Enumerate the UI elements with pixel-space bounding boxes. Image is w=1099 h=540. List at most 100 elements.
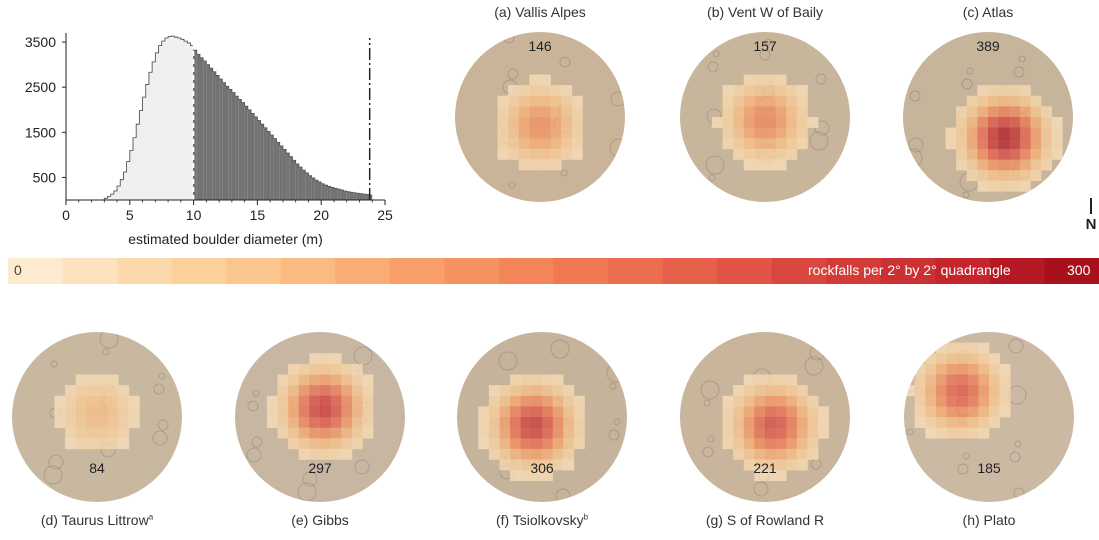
heat-cell <box>86 374 98 386</box>
panel-taurus-littrow: 84 (d) Taurus Littrowa <box>12 332 182 532</box>
heat-cell <box>754 127 766 139</box>
heat-cell <box>362 427 374 439</box>
crater-mark <box>1014 440 1022 448</box>
heat-cell <box>341 438 353 450</box>
heat-cell <box>520 438 532 450</box>
heat-cell <box>341 406 353 418</box>
heat-cell <box>977 95 989 107</box>
histogram-bar <box>222 82 226 200</box>
heat-cell <box>966 159 978 171</box>
colorbar <box>8 258 1099 284</box>
rockfall-count: 297 <box>308 460 332 476</box>
heat-cell <box>1030 170 1042 182</box>
heat-cell <box>309 363 321 375</box>
heat-cell <box>754 438 766 450</box>
crater-mark <box>508 181 516 189</box>
histogram-bar <box>337 189 341 200</box>
heat-cell <box>733 127 745 139</box>
heat-cell <box>786 385 798 397</box>
heat-cell <box>765 138 776 150</box>
heat-cell <box>807 406 819 418</box>
heat-cell <box>65 427 77 439</box>
heat-cell <box>775 427 787 439</box>
heat-cell <box>362 385 374 397</box>
heat-cell <box>722 127 734 139</box>
heatmap-disk <box>457 332 627 502</box>
heat-cell <box>925 427 937 439</box>
heatmap-disk <box>904 332 1074 502</box>
heat-cell <box>508 95 520 107</box>
heat-cell <box>818 427 830 439</box>
heat-cell <box>531 459 543 471</box>
heat-cell <box>107 406 119 418</box>
heat-cell <box>1009 148 1021 160</box>
heat-cell <box>733 448 745 460</box>
histogram-outline <box>103 35 194 200</box>
heat-cell <box>978 417 990 428</box>
y-tick-label: 500 <box>33 169 57 185</box>
heat-cell <box>754 448 766 460</box>
colorbar-step <box>498 258 554 284</box>
colorbar-step <box>280 258 336 284</box>
heat-cell <box>722 106 734 118</box>
heat-cell <box>510 459 522 471</box>
heat-cell <box>796 438 808 450</box>
heat-cell <box>925 363 937 375</box>
heat-cell <box>743 385 755 397</box>
rockfall-count: 185 <box>977 460 1001 476</box>
heat-cell <box>86 406 98 418</box>
crater-mark <box>43 465 63 485</box>
heat-cell <box>977 159 989 171</box>
heat-cell <box>508 117 520 128</box>
heat-cell <box>563 417 575 428</box>
heat-cell <box>309 353 321 365</box>
heat-cell <box>488 385 500 397</box>
heat-cell <box>298 395 310 407</box>
heat-cell <box>520 427 532 439</box>
histogram-bar <box>369 195 373 200</box>
heat-cell <box>998 95 1010 107</box>
heat-cell <box>722 417 734 428</box>
heat-cell <box>722 395 734 407</box>
x-tick-label: 25 <box>377 207 393 223</box>
heat-cell <box>722 95 734 107</box>
panel-title: (c) Atlas <box>962 4 1014 20</box>
histogram-bar <box>132 137 137 200</box>
heat-cell <box>86 417 98 428</box>
crater-mark <box>816 186 824 194</box>
heat-cell <box>925 395 937 407</box>
heat-cell <box>97 374 108 386</box>
heat-cell <box>786 127 798 139</box>
histogram-bar <box>273 138 277 200</box>
heat-cell <box>529 148 541 160</box>
colorbar-title: rockfalls per 2° by 2° quadrangle <box>808 262 1011 278</box>
heat-cell <box>118 417 130 428</box>
heat-cell <box>266 406 278 418</box>
heat-cell <box>966 106 978 118</box>
heat-cell <box>351 427 363 439</box>
heat-cell <box>935 374 947 386</box>
heat-cell <box>320 438 331 450</box>
histogram-bar <box>321 183 325 200</box>
histogram-bar <box>215 75 220 200</box>
heat-cell <box>529 85 541 97</box>
heat-cell <box>935 417 947 428</box>
crater-mark <box>905 475 917 487</box>
heat-cell <box>957 417 969 428</box>
heat-cell <box>341 374 353 386</box>
heat-cell <box>561 117 573 128</box>
heat-cell <box>977 148 989 160</box>
heat-cell <box>786 427 798 439</box>
heat-cell <box>925 353 937 365</box>
heat-cell <box>935 406 947 418</box>
rockfall-count: 84 <box>89 460 105 476</box>
histogram-bar <box>110 194 114 200</box>
heat-cell <box>497 148 509 160</box>
rockfall-count: 157 <box>753 38 777 54</box>
heat-cell <box>999 385 1011 397</box>
heat-cell <box>75 395 87 407</box>
histogram-bar <box>212 71 216 200</box>
heat-cell <box>935 385 947 397</box>
heatmap-disk <box>680 332 850 502</box>
heat-cell <box>989 374 1000 386</box>
